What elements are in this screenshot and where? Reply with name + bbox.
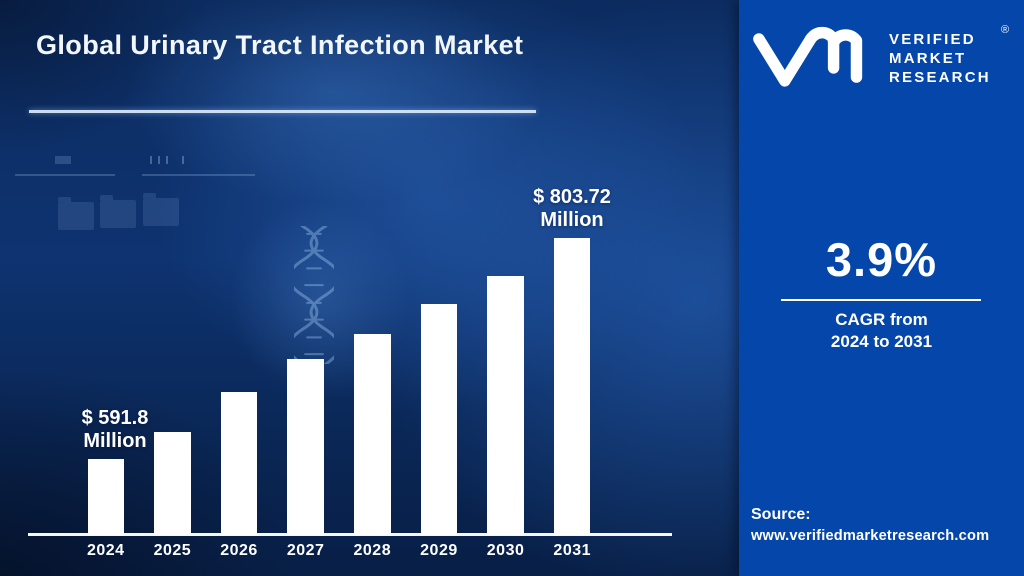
title-underline <box>29 110 536 113</box>
bar-2028 <box>354 334 391 535</box>
background-detail <box>150 156 152 164</box>
axis-label-2028: 2028 <box>353 542 392 559</box>
source-block: Source: www.verifiedmarketresearch.com <box>751 506 989 544</box>
brand-name: VERIFIED MARKET RESEARCH <box>889 30 991 87</box>
bar-2030 <box>487 276 524 535</box>
brand-panel: VERIFIED MARKET RESEARCH ® 3.9% CAGR fro… <box>739 0 1024 576</box>
axis-label-2030: 2030 <box>486 542 525 559</box>
data-label-2024-unit: Million <box>83 430 147 452</box>
background-detail <box>158 156 160 164</box>
axis-label-2025: 2025 <box>153 542 192 559</box>
bar-2031 <box>553 238 591 535</box>
vmr-monogram-icon <box>753 26 863 87</box>
cagr-caption-line2: 2024 to 2031 <box>830 332 933 351</box>
axis-label-2026: 2026 <box>220 542 258 559</box>
cagr-caption: CAGR from 2024 to 2031 <box>739 309 1024 353</box>
bar-2024 <box>87 459 124 535</box>
dna-helix-icon <box>294 226 334 364</box>
source-label: Source: <box>751 506 811 523</box>
data-label-2031-value: $ 803.72 <box>533 186 611 208</box>
folder-icon <box>143 193 179 226</box>
brand-name-line: VERIFIED <box>889 31 976 48</box>
brand-name-line: MARKET <box>889 50 967 67</box>
background-photo <box>15 156 410 400</box>
bar-chart: $ 591.8 Million $ 803.72 Million 2024 202… <box>28 186 672 559</box>
background-detail <box>15 174 115 176</box>
axis-label-2031: 2031 <box>553 542 592 559</box>
registered-trademark: ® <box>1001 24 1010 36</box>
data-label-2024: $ 591.8 Million <box>45 407 185 453</box>
bar-2027 <box>287 359 324 535</box>
background-detail <box>142 174 255 176</box>
brand-name-line: RESEARCH <box>889 69 991 86</box>
cagr-value: 3.9% <box>825 233 938 286</box>
folder-icon <box>100 195 136 228</box>
x-axis-line <box>28 533 672 536</box>
background-detail <box>166 156 168 164</box>
cagr-caption-line1: CAGR from <box>835 310 928 329</box>
folder-icon <box>58 197 94 230</box>
bar-2029 <box>420 304 458 535</box>
axis-label-2029: 2029 <box>420 542 458 559</box>
axis-label-2027: 2027 <box>286 542 325 559</box>
background-detail <box>55 156 71 164</box>
page-title: Global Urinary Tract Infection Market <box>36 30 524 60</box>
data-label-2024-value: $ 591.8 <box>81 407 149 429</box>
bar-2026 <box>220 392 258 535</box>
bar-2025 <box>154 432 191 535</box>
axis-label-2024: 2024 <box>86 542 125 559</box>
chart-panel: Global Urinary Tract Infection Market $ … <box>0 0 739 576</box>
data-label-2031: $ 803.72 Million <box>502 186 642 232</box>
data-label-2031-unit: Million <box>540 209 604 231</box>
cagr-divider <box>781 299 981 301</box>
source-url: www.verifiedmarketresearch.com <box>751 528 990 544</box>
background-detail <box>182 156 184 164</box>
